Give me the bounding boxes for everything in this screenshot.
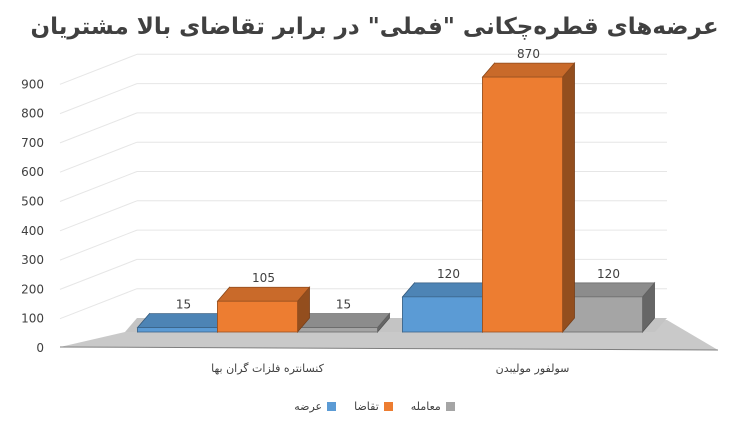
chart-plot: 0 100 200 300 400 500 600 700 800 900 15 15 105 کنسان…	[21, 47, 719, 375]
bar-side-1-1	[562, 62, 575, 334]
bar-2-1	[562, 296, 643, 333]
gridline-left-8	[59, 83, 138, 115]
legend-label-1: تقاضا	[354, 400, 379, 413]
gridline-left-9	[59, 53, 138, 85]
gridline-left-5	[59, 171, 138, 202]
y-tick-label-4: 400	[21, 224, 44, 238]
gridline-left-7	[59, 112, 138, 144]
bar-top-2-1	[561, 282, 656, 298]
x-axis-line	[59, 346, 719, 351]
y-tick-label-3: 300	[21, 253, 44, 267]
chart-title: عرضه‌های قطره‌چکانی "فملی" در برابر تقاض…	[30, 14, 719, 40]
category-label-1: سولفور مولیبدن	[496, 362, 570, 375]
legend-item-0: عرضه	[294, 400, 337, 413]
y-tick-label-0: 0	[36, 341, 44, 355]
bar-top-1-1	[481, 62, 576, 78]
data-label-2-0: 15	[336, 298, 351, 312]
bar-1-0	[217, 300, 298, 333]
bar-0-0	[137, 327, 218, 333]
legend-label-2: معامله	[410, 400, 441, 413]
data-label-0-0: 15	[176, 298, 191, 312]
y-tick-label-6: 600	[21, 165, 44, 179]
y-tick-label-1: 100	[21, 312, 44, 326]
chart-legend: عرضه تقاضا معامله	[0, 400, 749, 413]
legend-label-0: عرضه	[294, 400, 323, 413]
y-tick-label-5: 500	[21, 195, 44, 209]
gridline-left-2	[59, 258, 138, 290]
data-label-1-1: 870	[517, 47, 540, 61]
legend-item-2: معامله	[411, 400, 455, 413]
gridline-left-3	[59, 229, 138, 261]
bar-2-0	[297, 327, 378, 333]
category-label-0: کنسانتره فلزات گران بها	[211, 362, 324, 375]
gridline-left-1	[59, 288, 138, 320]
bar-0-1	[402, 296, 483, 333]
data-label-2-1: 120	[597, 267, 620, 281]
y-tick-label-8: 800	[21, 107, 44, 121]
gridline-left-6	[59, 141, 138, 173]
bar-top-2-0	[296, 313, 391, 329]
bar-top-0-1	[401, 282, 496, 298]
legend-swatch-0	[327, 402, 337, 411]
bar-1-1	[482, 76, 563, 333]
y-tick-label-2: 200	[21, 282, 44, 296]
bar-top-1-0	[216, 286, 311, 302]
y-tick-label-9: 900	[21, 77, 44, 91]
legend-item-1: تقاضا	[354, 400, 393, 413]
gridline-left-4	[59, 200, 138, 232]
legend-swatch-2	[445, 402, 455, 411]
data-label-0-1: 120	[437, 267, 460, 281]
data-label-1-0: 105	[252, 271, 275, 285]
legend-swatch-1	[383, 402, 393, 411]
bar-top-0-0	[136, 313, 231, 329]
y-tick-label-7: 700	[21, 136, 44, 150]
